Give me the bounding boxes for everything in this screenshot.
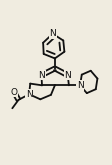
Text: N: N [26, 90, 32, 99]
Text: O: O [11, 87, 17, 97]
Text: N: N [77, 81, 83, 90]
Text: N: N [49, 29, 56, 38]
Text: N: N [38, 71, 45, 80]
Text: N: N [64, 71, 71, 80]
